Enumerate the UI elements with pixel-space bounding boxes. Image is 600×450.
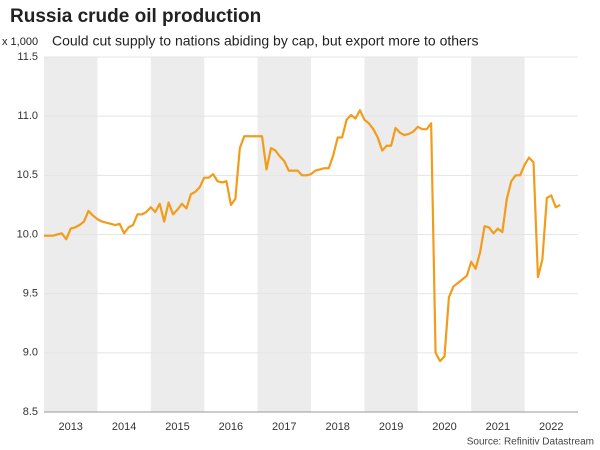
chart-subtitle: Could cut supply to nations abiding by c… xyxy=(52,33,478,49)
plot xyxy=(44,56,578,413)
y-tick-label: 11.0 xyxy=(17,110,38,122)
x-tick-label: 2019 xyxy=(379,421,403,433)
x-tick-label: 2014 xyxy=(112,421,136,433)
chart-title: Russia crude oil production xyxy=(10,6,261,27)
x-tick-label: 2017 xyxy=(272,421,296,433)
x-tick-label: 2013 xyxy=(58,421,82,433)
x-tick-label: 2016 xyxy=(219,421,243,433)
y-tick-label: 10.5 xyxy=(17,169,38,181)
source: Source: Refinitiv Datastream xyxy=(467,437,594,448)
y-tick-label: 8.5 xyxy=(23,406,38,418)
x-tick-label: 2020 xyxy=(432,421,456,433)
x-tick-label: 2018 xyxy=(325,421,349,433)
y-tick-label: 9.0 xyxy=(23,347,38,359)
y-tick-label: 11.5 xyxy=(17,51,38,63)
x-tick-label: 2015 xyxy=(165,421,189,433)
x-tick-label: 2021 xyxy=(486,421,510,433)
x-tick-label: 2022 xyxy=(539,421,563,433)
y-unit: x 1,000 xyxy=(2,36,38,48)
y-tick-label: 10.0 xyxy=(17,228,38,240)
y-tick-label: 9.5 xyxy=(23,288,38,300)
data-line xyxy=(44,109,561,363)
